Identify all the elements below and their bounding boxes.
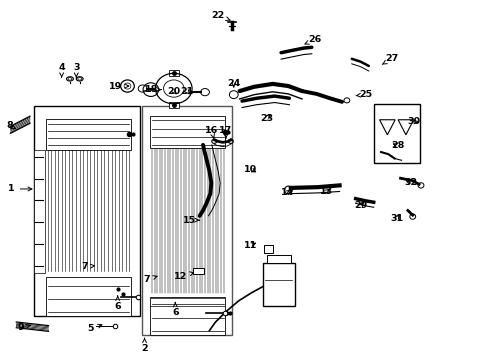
- Bar: [150, 298, 224, 306]
- Text: 22: 22: [211, 11, 229, 21]
- Text: 10: 10: [244, 165, 256, 174]
- Text: 7: 7: [81, 262, 94, 271]
- Bar: [168, 102, 178, 108]
- Bar: [263, 263, 294, 306]
- Text: 8: 8: [6, 121, 16, 130]
- Bar: [150, 297, 224, 335]
- Text: 30: 30: [407, 117, 420, 126]
- Text: 28: 28: [390, 141, 404, 150]
- Text: 32: 32: [404, 178, 417, 187]
- Text: 16: 16: [204, 126, 218, 138]
- Text: 23: 23: [259, 114, 272, 123]
- Text: 20: 20: [167, 86, 180, 95]
- Text: 13: 13: [319, 187, 332, 196]
- Text: 7: 7: [143, 275, 157, 284]
- Text: 15: 15: [183, 216, 199, 225]
- Text: 17: 17: [219, 126, 232, 138]
- Text: 29: 29: [353, 201, 366, 210]
- Text: 19: 19: [108, 82, 128, 91]
- Bar: [373, 104, 419, 163]
- Bar: [168, 69, 178, 76]
- Text: 27: 27: [382, 54, 398, 64]
- Text: 24: 24: [227, 80, 240, 89]
- Text: 5: 5: [87, 324, 102, 333]
- Bar: [34, 149, 44, 273]
- Text: 4: 4: [58, 63, 65, 77]
- Bar: [264, 245, 272, 253]
- Bar: [150, 116, 224, 148]
- Bar: [193, 267, 203, 274]
- Text: 12: 12: [173, 271, 193, 280]
- Text: 18: 18: [145, 85, 161, 94]
- Bar: [46, 119, 131, 149]
- Text: 3: 3: [73, 63, 80, 77]
- Text: 25: 25: [355, 90, 371, 99]
- Text: 11: 11: [243, 241, 257, 250]
- Text: 1: 1: [8, 184, 32, 193]
- Text: 2: 2: [141, 338, 147, 353]
- Text: 14: 14: [280, 188, 293, 197]
- Text: 21: 21: [180, 86, 193, 95]
- Text: 26: 26: [305, 35, 321, 44]
- Text: 31: 31: [389, 214, 403, 223]
- Text: 6: 6: [114, 296, 121, 311]
- Text: 6: 6: [172, 302, 178, 317]
- Text: 9: 9: [18, 323, 30, 332]
- Bar: [142, 106, 232, 335]
- Bar: [266, 255, 290, 263]
- Bar: [46, 277, 131, 316]
- Bar: [34, 107, 140, 316]
